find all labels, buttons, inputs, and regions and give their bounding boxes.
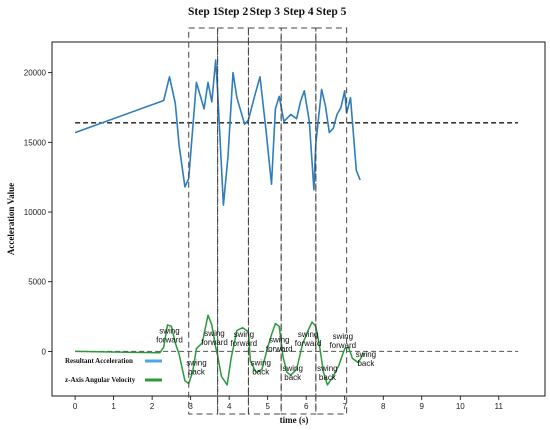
x-tick-label: 10	[456, 402, 465, 411]
annotation-line: swing	[317, 364, 337, 373]
series-line-resultant-acceleration	[74, 59, 361, 206]
y-tick-label: 10000	[24, 208, 47, 217]
swing-annotation: swing forward	[201, 329, 228, 347]
y-tick-label: 20000	[24, 69, 47, 78]
legend-label: Resultant Acceleration	[65, 357, 133, 365]
swing-annotation: swing back	[317, 364, 337, 382]
step-label: Step 2	[218, 6, 249, 18]
swing-annotation: swing forward	[230, 330, 257, 348]
swing-annotation: swing forward	[156, 326, 183, 344]
x-tick-label: 3	[188, 402, 193, 411]
series-line-z-axis-angular-velocity	[75, 314, 365, 386]
step-boxes: Step 1 Step 2 Step 3 Step 4 Step 5	[188, 6, 348, 415]
swing-annotation: swing forward	[329, 332, 356, 350]
plot-frame	[51, 41, 546, 397]
swing-annotation: swing back	[356, 350, 376, 368]
y-tick-label: 0	[42, 347, 47, 356]
step-box	[315, 27, 348, 415]
swing-annotation: swing back	[186, 358, 206, 376]
annotation-line: forward	[156, 335, 183, 344]
y-axis-title: Acceleration Value	[6, 183, 16, 255]
annotation-line: swing	[186, 358, 206, 367]
annotation-line: forward	[201, 338, 228, 347]
series-lines	[74, 59, 365, 386]
y-axis: 0 5000 10000 15000 20000	[24, 69, 52, 356]
legend: Resultant Acceleration z-Axis Angular Vel…	[65, 357, 162, 384]
x-tick-label: 7	[342, 402, 347, 411]
x-tick-label: 6	[304, 402, 309, 411]
step-label: Step 1	[188, 6, 219, 18]
step-label: Step 5	[316, 6, 347, 18]
swing-annotation: swing back	[251, 358, 271, 376]
annotation-line: swing	[298, 330, 318, 339]
plot-area-frame	[51, 41, 546, 397]
annotation-line: back	[252, 367, 270, 376]
annotation-line: swing	[251, 358, 271, 367]
annotation-line: swing	[269, 335, 289, 344]
x-tick-label: 11	[495, 402, 504, 411]
annotation-line: swing	[333, 332, 353, 341]
x-tick-label: 8	[381, 402, 386, 411]
x-tick-label: 5	[265, 402, 270, 411]
reference-lines	[75, 122, 519, 352]
x-tick-label: 9	[420, 402, 425, 411]
annotation-line: swing	[234, 330, 254, 339]
step-box	[247, 27, 282, 415]
y-tick-label: 15000	[24, 138, 47, 147]
annotation-line: forward	[230, 339, 257, 348]
step-label: Step 3	[250, 6, 281, 18]
annotation-line: swing	[204, 329, 224, 338]
annotation-line: forward	[266, 344, 293, 353]
annotation-line: swing	[356, 350, 376, 359]
x-axis: 0 1 2 3 4 5 6 7 8 9 10 11	[73, 396, 504, 411]
swing-annotation: swing back	[282, 364, 302, 382]
annotation-line: forward	[295, 339, 322, 348]
annotation-line: swing	[159, 326, 179, 335]
annotation-line: swing	[282, 364, 302, 373]
swing-annotation: swing forward	[266, 335, 293, 353]
x-tick-label: 0	[73, 402, 78, 411]
annotation-line: forward	[329, 341, 356, 350]
annotation-line: back	[319, 373, 337, 382]
legend-label: z-Axis Angular Velocity	[65, 376, 136, 384]
step-label: Step 4	[283, 6, 314, 18]
x-axis-title: time (s)	[280, 415, 309, 425]
x-tick-label: 4	[227, 402, 232, 411]
x-tick-label: 2	[150, 402, 155, 411]
step-box	[280, 27, 317, 415]
y-tick-label: 5000	[28, 278, 46, 287]
annotation-line: back	[357, 359, 375, 368]
annotation-line: back	[188, 367, 206, 376]
swing-annotation: swing forward	[295, 330, 322, 348]
annotation-line: back	[284, 373, 302, 382]
x-tick-label: 1	[111, 402, 116, 411]
step-box	[217, 27, 249, 415]
